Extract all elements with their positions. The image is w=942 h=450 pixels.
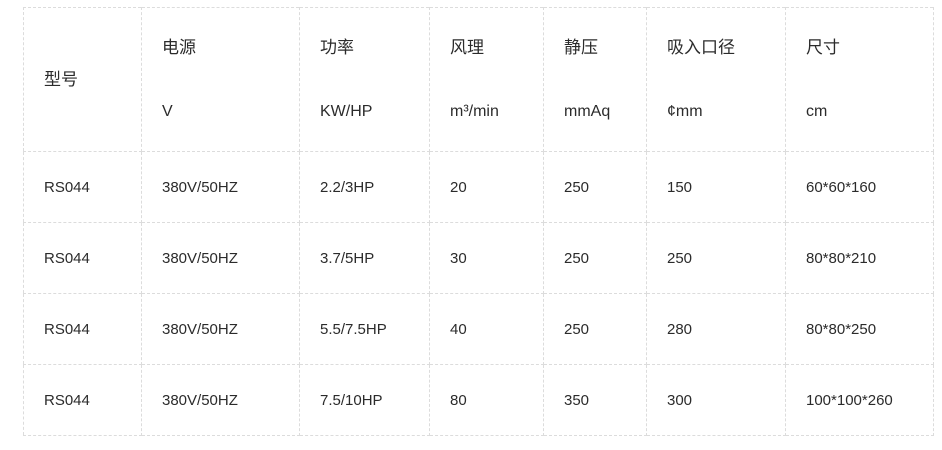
- column-header-inlet-diameter: 吸入口径 ¢mm: [646, 7, 786, 152]
- cell-inlet-diameter: 280: [646, 293, 786, 365]
- cell-model: RS044: [23, 364, 142, 436]
- cell-power-supply: 380V/50HZ: [141, 364, 300, 436]
- cell-static-pressure: 250: [543, 293, 647, 365]
- cell-power-supply: 380V/50HZ: [141, 293, 300, 365]
- column-header-static-pressure: 静压 mmAq: [543, 7, 647, 152]
- column-header-power: 功率 KW/HP: [299, 7, 430, 152]
- column-header-power-supply-name: 电源: [162, 37, 196, 57]
- column-header-model-name: 型号: [44, 69, 78, 89]
- column-header-inlet-diameter-unit: ¢mm: [667, 103, 703, 121]
- cell-dimensions: 80*80*210: [785, 222, 934, 294]
- column-header-static-pressure-name: 静压: [564, 37, 598, 57]
- table-row: RS044 380V/50HZ 2.2/3HP 20 250 150 60*60…: [23, 151, 934, 223]
- cell-dimensions: 60*60*160: [785, 151, 934, 223]
- column-header-static-pressure-unit: mmAq: [564, 103, 611, 121]
- cell-inlet-diameter: 250: [646, 222, 786, 294]
- cell-air-volume: 30: [429, 222, 544, 294]
- table-body: RS044 380V/50HZ 2.2/3HP 20 250 150 60*60…: [23, 151, 934, 436]
- table-row: RS044 380V/50HZ 3.7/5HP 30 250 250 80*80…: [23, 222, 934, 294]
- cell-air-volume: 40: [429, 293, 544, 365]
- cell-power: 5.5/7.5HP: [299, 293, 430, 365]
- specification-table-container: 型号 电源 V 功率 KW/HP: [23, 7, 934, 436]
- cell-static-pressure: 250: [543, 151, 647, 223]
- column-header-air-volume-name: 风理: [450, 37, 484, 57]
- cell-power: 2.2/3HP: [299, 151, 430, 223]
- column-header-air-volume-unit: m³/min: [450, 103, 499, 121]
- cell-model: RS044: [23, 293, 142, 365]
- column-header-model: 型号: [23, 7, 142, 152]
- cell-static-pressure: 250: [543, 222, 647, 294]
- column-header-power-name: 功率: [320, 37, 354, 57]
- cell-air-volume: 80: [429, 364, 544, 436]
- column-header-inlet-diameter-name: 吸入口径: [667, 37, 735, 57]
- cell-power-supply: 380V/50HZ: [141, 151, 300, 223]
- table-header: 型号 电源 V 功率 KW/HP: [23, 7, 934, 152]
- cell-inlet-diameter: 300: [646, 364, 786, 436]
- column-header-dimensions: 尺寸 cm: [785, 7, 934, 152]
- cell-power: 7.5/10HP: [299, 364, 430, 436]
- column-header-power-supply: 电源 V: [141, 7, 300, 152]
- cell-dimensions: 100*100*260: [785, 364, 934, 436]
- cell-static-pressure: 350: [543, 364, 647, 436]
- specification-table: 型号 电源 V 功率 KW/HP: [23, 7, 934, 436]
- cell-model: RS044: [23, 151, 142, 223]
- table-row: RS044 380V/50HZ 5.5/7.5HP 40 250 280 80*…: [23, 293, 934, 365]
- cell-model: RS044: [23, 222, 142, 294]
- cell-inlet-diameter: 150: [646, 151, 786, 223]
- cell-power-supply: 380V/50HZ: [141, 222, 300, 294]
- column-header-dimensions-unit: cm: [806, 103, 828, 121]
- cell-air-volume: 20: [429, 151, 544, 223]
- column-header-power-supply-unit: V: [162, 103, 173, 121]
- cell-power: 3.7/5HP: [299, 222, 430, 294]
- column-header-air-volume: 风理 m³/min: [429, 7, 544, 152]
- column-header-power-unit: KW/HP: [320, 103, 373, 121]
- column-header-dimensions-name: 尺寸: [806, 37, 840, 57]
- table-row: RS044 380V/50HZ 7.5/10HP 80 350 300 100*…: [23, 364, 934, 436]
- table-header-row: 型号 电源 V 功率 KW/HP: [23, 7, 934, 152]
- cell-dimensions: 80*80*250: [785, 293, 934, 365]
